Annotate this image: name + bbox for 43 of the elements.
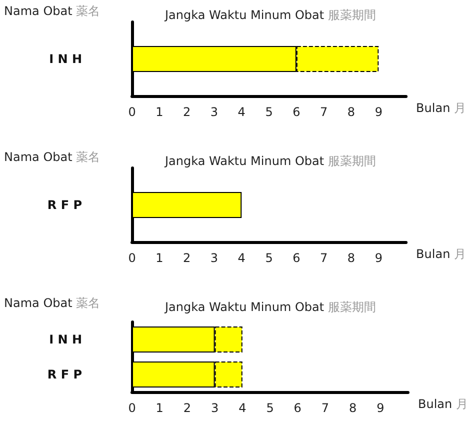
y-axis-title: Nama Obat 薬名 (4, 295, 100, 312)
x-axis-title: Bulan 月 (416, 247, 466, 261)
x-tick-label: 1 (156, 105, 164, 119)
x-tick-label: 5 (265, 105, 273, 119)
x-tick-label: 8 (348, 401, 357, 415)
x-tick-label: 2 (182, 105, 191, 119)
x-tick-label: 6 (292, 251, 300, 265)
x-tick-label: 4 (238, 105, 246, 119)
x-tick-label: 7 (321, 401, 330, 415)
x-tick-label: 5 (265, 251, 273, 265)
x-tick-label: 4 (238, 251, 246, 265)
chart-title: Jangka Waktu Minum Obat 服薬期間 (164, 8, 376, 22)
y-tick-label: R F P (47, 198, 82, 212)
y-tick-label: I N H (49, 52, 82, 66)
x-tick-label: 8 (347, 105, 356, 119)
x-tick-label: 8 (347, 251, 356, 265)
x-tick-label: 9 (374, 105, 382, 119)
x-tick-label: 4 (238, 401, 246, 415)
x-tick-label: 2 (182, 251, 191, 265)
y-tick-label: I N H (49, 332, 82, 346)
x-tick-label: 3 (210, 251, 218, 265)
x-tick-label: 0 (128, 401, 136, 415)
x-axis-title: Bulan 月 (418, 397, 468, 411)
x-tick-label: 6 (294, 401, 302, 415)
x-tick-label: 7 (320, 251, 328, 265)
y-tick-label: R F P (47, 368, 82, 382)
x-axis-title: Bulan 月 (416, 101, 466, 115)
x-tick-label: 3 (210, 105, 218, 119)
x-tick-label: 9 (374, 251, 382, 265)
x-tick-label: 5 (266, 401, 274, 415)
x-tick-label: 6 (292, 105, 300, 119)
y-axis-title: Nama Obat 薬名 (4, 149, 100, 166)
x-tick-label: 0 (128, 251, 136, 265)
x-tick-label: 2 (183, 401, 192, 415)
x-tick-label: 1 (156, 251, 164, 265)
x-tick-label: 0 (128, 105, 136, 119)
chart-title: Jangka Waktu Minum Obat 服薬期間 (164, 300, 376, 314)
chart-title: Jangka Waktu Minum Obat 服薬期間 (164, 154, 376, 168)
x-tick-label: 1 (156, 401, 164, 415)
y-axis-title: Nama Obat 薬名 (4, 3, 100, 20)
x-tick-label: 7 (320, 105, 328, 119)
x-tick-label: 3 (210, 401, 219, 415)
x-tick-label: 9 (376, 401, 384, 415)
